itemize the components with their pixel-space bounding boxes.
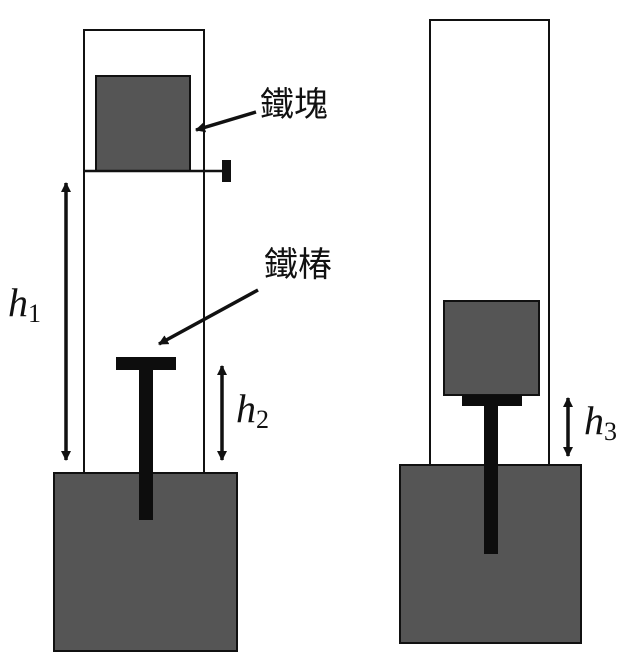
- h1-label: h1: [8, 280, 41, 328]
- left-iron-block: [95, 75, 191, 172]
- right-rod-shaft: [484, 406, 498, 554]
- right-setup: h3: [399, 19, 617, 644]
- iron-rod-label: 鐵椿: [264, 245, 332, 285]
- left-setup: 鐵塊 鐵椿 h1 h2: [8, 29, 332, 652]
- iron-block-label: 鐵塊: [260, 85, 328, 125]
- right-rod-head: [462, 395, 522, 406]
- left-rod-head: [116, 357, 176, 370]
- h2-label: h2: [236, 386, 269, 434]
- iron-rod-pointer: [158, 288, 259, 346]
- release-pin: [222, 160, 231, 182]
- right-iron-block: [443, 300, 540, 396]
- iron-block-pointer: [195, 110, 257, 133]
- h3-label: h3: [584, 398, 617, 446]
- left-rod-shaft: [139, 370, 153, 520]
